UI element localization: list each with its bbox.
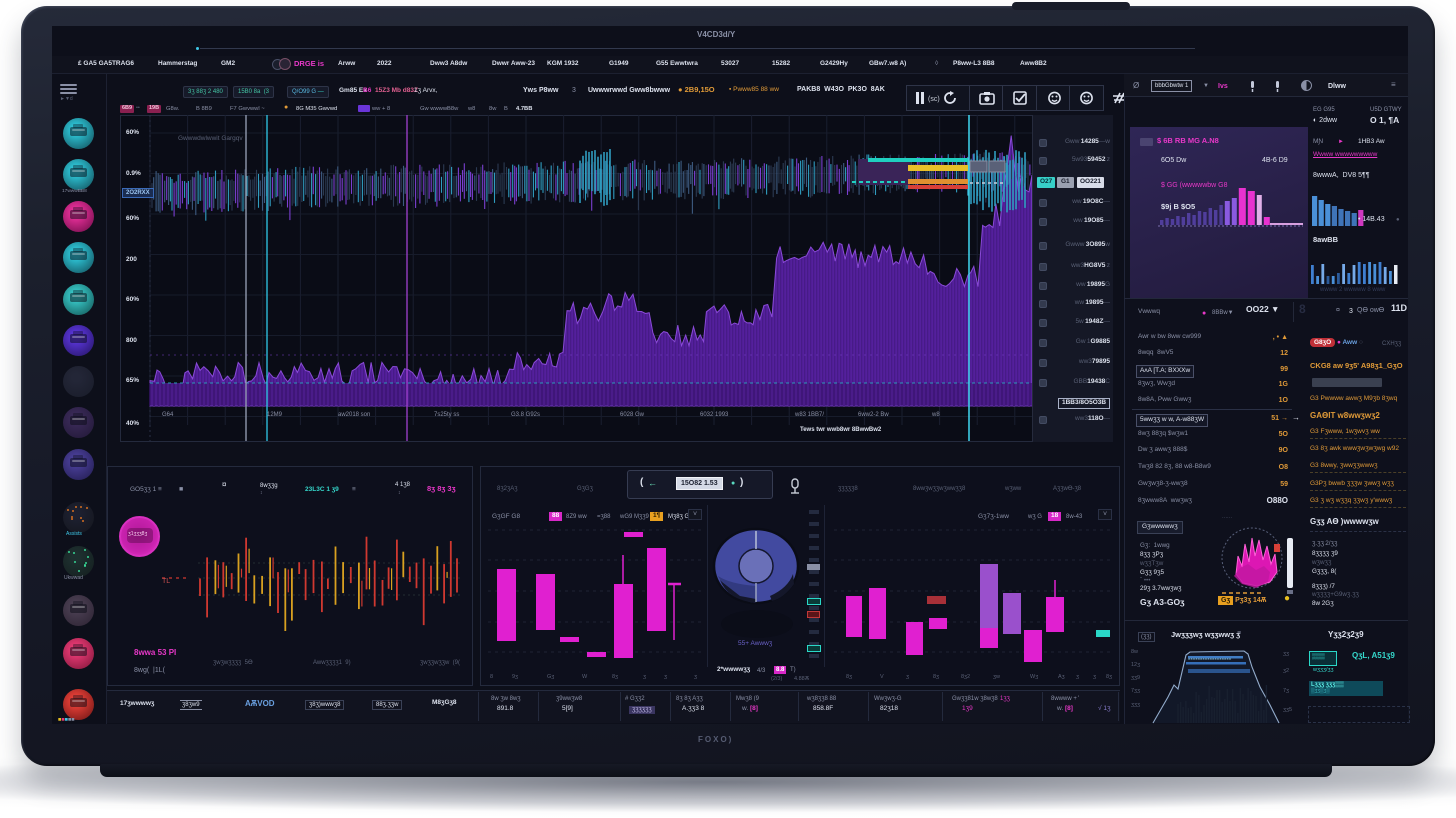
svg-text:wwww 2 wwwww 8 www: wwww 2 wwwww 8 www (1319, 287, 1386, 293)
svg-text:TL: TL (162, 578, 170, 585)
svg-text:(sc): (sc) (928, 96, 940, 103)
svg-text:xxxxxxxxxxxxxxxxxx: xxxxxxxxxxxxxxxxxx (1188, 658, 1232, 662)
